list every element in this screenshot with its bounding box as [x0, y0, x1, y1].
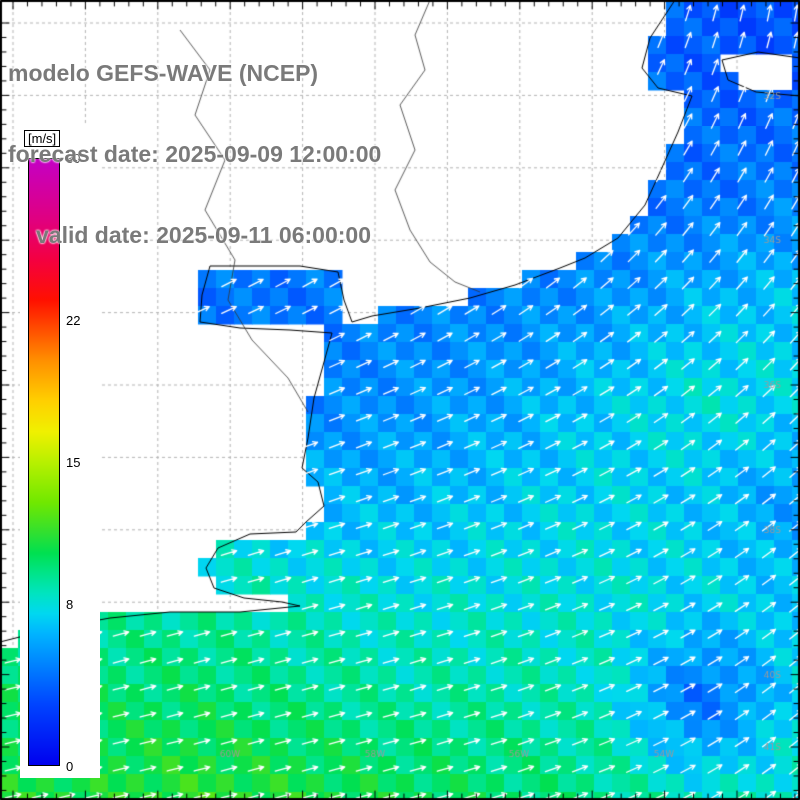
colorbar — [28, 158, 60, 766]
colorbar-tick-label: 8 — [66, 596, 74, 612]
colorbar-panel: [m/s] 30 22 15 8 0 — [20, 126, 100, 778]
title-block: modelo GEFS-WAVE (NCEP) forecast date: 2… — [8, 6, 381, 303]
colorbar-tick-label: 15 — [66, 455, 81, 470]
colorbar-tick-label: 0 — [66, 759, 74, 774]
forecast-date-label: forecast date: 2025-09-09 12:00:00 — [8, 141, 382, 167]
colorbar-tick-label: 22 — [66, 313, 81, 329]
colorbar-tick-label: 30 — [66, 151, 81, 166]
valid-date-label: valid date: 2025-09-11 06:00:00 — [36, 222, 371, 248]
model-title: modelo GEFS-WAVE (NCEP) — [8, 60, 319, 86]
colorbar-units-label: [m/s] — [24, 130, 61, 147]
